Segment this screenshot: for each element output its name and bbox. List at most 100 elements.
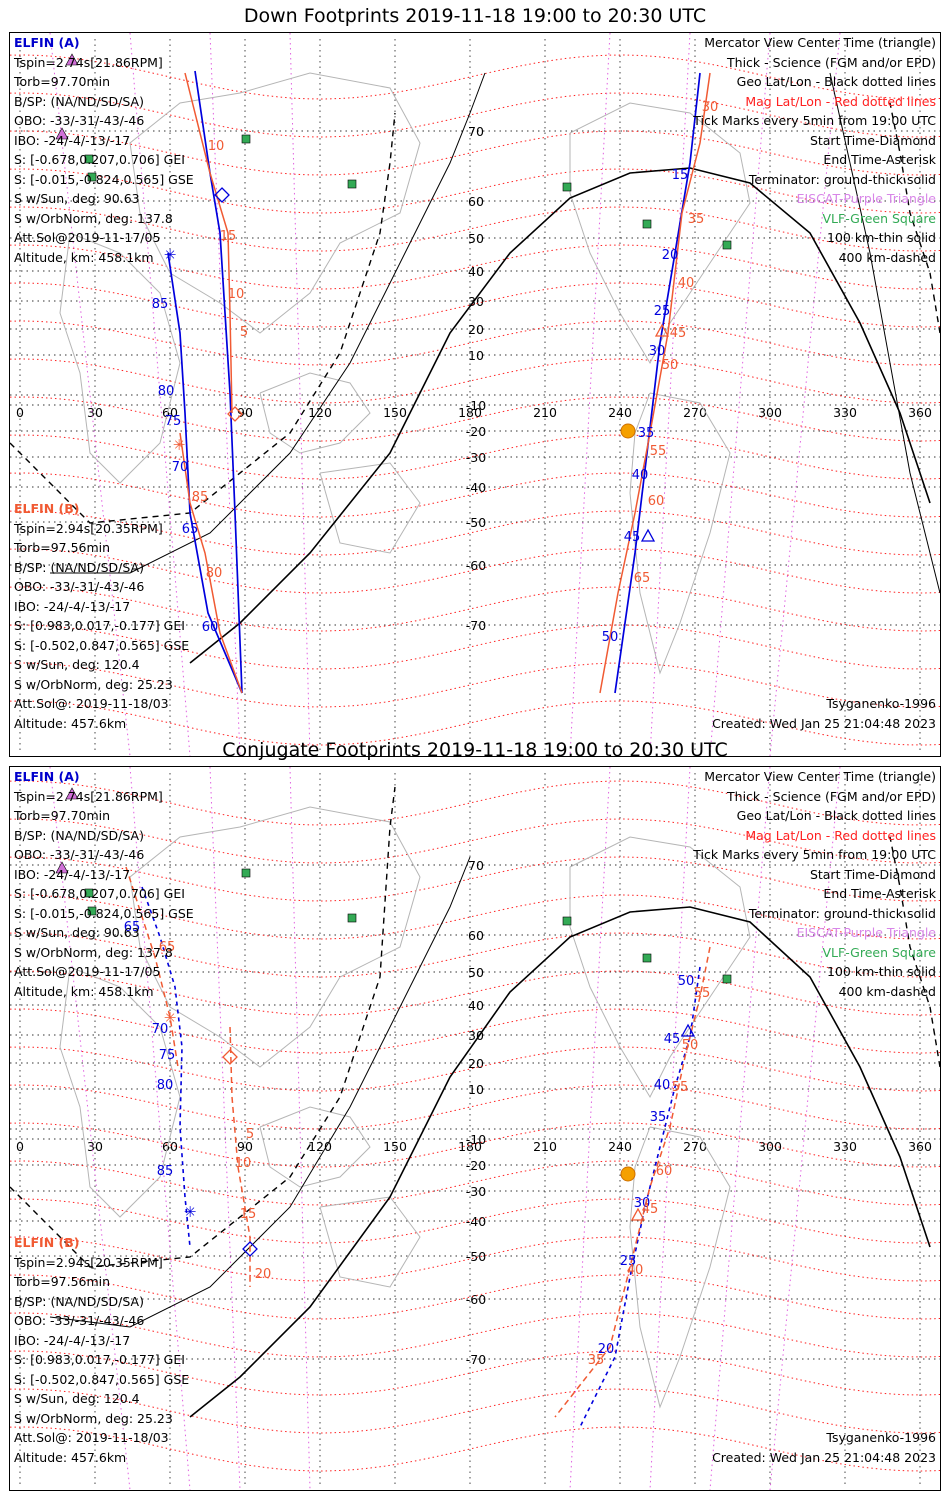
elfin-a-tick-label: 80 <box>157 1078 174 1093</box>
legend-item: 100 km-thin solid <box>827 964 936 979</box>
elfin-a-tick-label: 70 <box>152 1022 169 1037</box>
lat-tick-label: -60 <box>466 1292 486 1307</box>
lat-tick-label: -70 <box>466 1352 486 1367</box>
panel-title: Down Footprints 2019-11-18 19:00 to 20:3… <box>243 5 707 27</box>
elfin-a-track-east <box>614 72 701 694</box>
info-line: OBO: -33/-31/-43/-46 <box>14 1313 145 1328</box>
legend-item: 100 km-thin solid <box>827 230 936 245</box>
info-line: S w/Sun, deg: 90.63 <box>14 191 140 206</box>
elfin-a-info: ELFIN (A) Tspin=2.74s[21.86RPM] Torb=97.… <box>14 767 194 1001</box>
mag-meridian <box>769 767 841 1490</box>
elfin-b-tick-label: 60 <box>656 1164 673 1179</box>
lat-tick-label: -30 <box>466 1184 486 1199</box>
info-line: S: [0.983,0.017,-0.177] GEI <box>14 618 185 633</box>
elfin-a-tick-label: 20 <box>598 1342 615 1357</box>
elfin-a-tick-label: 40 <box>654 1078 671 1093</box>
lat-tick-label: -20 <box>466 1158 486 1173</box>
mag-meridian <box>649 767 691 1490</box>
info-line: Att.Sol@: 2019-11-18/03 <box>14 1430 169 1445</box>
coastline <box>259 1106 371 1188</box>
info-line: OBO: -33/-31/-43/-46 <box>14 579 145 594</box>
elfin-b-tick-label: 10 <box>235 1156 252 1171</box>
start-diamond-b <box>222 1049 238 1065</box>
info-line: IBO: -24/-4/-13/-17 <box>14 866 131 882</box>
elfin-b-track-east <box>554 946 711 1418</box>
lon-tick-label: 240 <box>608 405 632 420</box>
vlf-station-marker <box>642 219 652 229</box>
legend-item: Terminator: ground-thick solid <box>748 171 936 187</box>
info-line: S w/Sun, deg: 120.4 <box>14 657 140 672</box>
elfin-a-tick-label: 25 <box>654 304 671 319</box>
lat-tick-label: 10 <box>468 348 484 363</box>
coastline <box>129 806 421 1068</box>
legend-item: Start Time-Diamond <box>809 132 936 148</box>
legend-item: VLF-Green Square <box>822 944 936 960</box>
elfin-b-tick-label: 10 <box>208 139 225 154</box>
elfin-a-tick-label: 40 <box>632 468 649 483</box>
mag-meridian <box>649 33 691 756</box>
sun-icon <box>620 423 636 439</box>
info-line: S w/OrbNorm, deg: 137.8 <box>14 210 173 226</box>
terminator-400km <box>10 786 396 1268</box>
info-line: IBO: -24/-4/-13/-17 <box>14 1332 131 1348</box>
lat-tick-label: -30 <box>466 450 486 465</box>
vlf-station-marker <box>87 172 97 182</box>
info-line: Tspin=2.74s[21.86RPM] <box>14 788 163 804</box>
legend-item: VLF-Green Square <box>822 210 936 226</box>
elfin-a-tick-label: 65 <box>124 920 141 935</box>
lon-tick-label: 150 <box>383 1139 407 1154</box>
elfin-b-tick-label: 10 <box>228 287 245 302</box>
panel-title: Conjugate Footprints 2019-11-18 19:00 to… <box>222 739 728 761</box>
legend-item: End Time-Asterisk <box>823 886 936 901</box>
lat-tick-label: 10 <box>468 1082 484 1097</box>
eiscat-marker <box>65 53 79 66</box>
legend-item: 400 km-dashed <box>838 249 936 265</box>
elfin-b-track-west <box>179 432 243 694</box>
model-label: Tsyganenko-1996 <box>826 696 936 711</box>
mag-meridian <box>569 33 611 756</box>
elfin-b-tick-label: 40 <box>678 276 695 291</box>
lat-tick-label: 50 <box>468 231 484 246</box>
lon-tick-label: 30 <box>87 405 103 420</box>
lat-tick-label: -20 <box>466 424 486 439</box>
info-line: B/SP: (NA/ND/SD/SA) <box>14 827 144 843</box>
start-diamond-a <box>242 1241 258 1257</box>
lon-tick-label: 0 <box>16 1139 24 1154</box>
map-canvas: 0 30 60 90 120 150 180 210 240 270 300 330 360 70 60 50… <box>10 767 940 1490</box>
coastline <box>319 1196 421 1288</box>
elfin-b-tick-label: 15 <box>240 1207 257 1222</box>
vlf-station-marker <box>562 916 572 926</box>
lat-tick-label: -50 <box>466 1249 486 1264</box>
legend-item: Start Time-Diamond <box>809 866 936 882</box>
lat-tick-label: 20 <box>468 322 484 337</box>
legend-item: Mercator View Center Time (triangle) <box>704 769 936 784</box>
lon-tick-label: 150 <box>383 405 407 420</box>
end-asterisk-b: ✳ <box>164 1009 177 1027</box>
info-line: S w/OrbNorm, deg: 137.8 <box>14 944 173 960</box>
elfin-a-tick-label: 30 <box>634 1196 651 1211</box>
lat-tick-label: 40 <box>468 264 484 279</box>
lon-tick-label: 0 <box>16 405 24 420</box>
info-line: S: [0.983,0.017,-0.177] GEI <box>14 1352 185 1367</box>
terminator-400km <box>10 112 396 524</box>
lat-tick-label: -50 <box>466 515 486 530</box>
lat-tick-label: 30 <box>468 294 484 309</box>
elfin-a-header: ELFIN (A) <box>14 769 80 784</box>
info-line: Att.Sol@2019-11-17/05 <box>14 230 161 245</box>
lon-tick-label: 210 <box>533 405 557 420</box>
mag-meridian <box>709 33 771 756</box>
info-line: S: [-0.015,-0.824,0.565] GSE <box>14 905 194 921</box>
mag-meridian <box>289 767 311 1490</box>
elfin-a-tick-label: 80 <box>158 384 175 399</box>
created-timestamp: Created: Wed Jan 25 21:04:48 2023 <box>712 1450 936 1465</box>
lon-tick-label: 180 <box>458 405 482 420</box>
elfin-a-tick-label: 70 <box>172 460 189 475</box>
info-line: S: [-0.502,0.847,0.565] GSE <box>14 1371 190 1387</box>
elfin-a-info: ELFIN (A) Tspin=2.74s[21.86RPM] Torb=97.… <box>14 33 194 267</box>
lat-tick-label: 60 <box>468 928 484 943</box>
lon-tick-label: 300 <box>758 1139 782 1154</box>
elfin-b-tick-label: 50 <box>682 1038 699 1053</box>
sun-icon <box>620 1166 636 1182</box>
elfin-b-tick-label: 55 <box>672 1080 689 1095</box>
elfin-b-tick-label: 85 <box>192 490 209 505</box>
